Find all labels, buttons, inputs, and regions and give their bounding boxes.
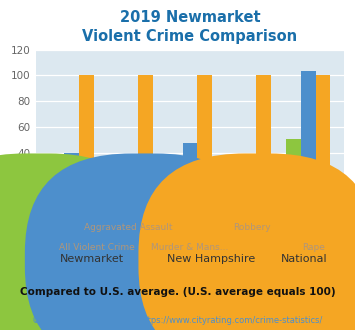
Text: All Violent Crime: All Violent Crime xyxy=(59,243,135,251)
Bar xyxy=(109,171,124,205)
Text: Aggravated Assault: Aggravated Assault xyxy=(84,223,173,232)
Bar xyxy=(79,75,94,205)
Title: 2019 Newmarket
Violent Crime Comparison: 2019 Newmarket Violent Crime Comparison xyxy=(82,10,297,44)
Text: Compared to U.S. average. (U.S. average equals 100): Compared to U.S. average. (U.S. average … xyxy=(20,287,335,297)
Text: Murder & Mans...: Murder & Mans... xyxy=(151,243,229,251)
Bar xyxy=(242,168,256,205)
Bar xyxy=(64,153,79,205)
Text: National: National xyxy=(280,254,327,264)
Bar xyxy=(138,75,153,205)
Text: New Hampshire: New Hampshire xyxy=(167,254,255,264)
Text: © 2025 CityRating.com - https://www.cityrating.com/crime-statistics/: © 2025 CityRating.com - https://www.city… xyxy=(32,315,323,325)
Bar xyxy=(286,139,301,205)
Text: Newmarket: Newmarket xyxy=(60,254,125,264)
Bar xyxy=(301,72,316,205)
Bar xyxy=(256,75,271,205)
Text: Robbery: Robbery xyxy=(233,223,271,232)
Bar xyxy=(316,75,330,205)
Bar xyxy=(182,143,197,205)
Text: Rape: Rape xyxy=(302,243,325,251)
Bar xyxy=(124,162,138,205)
Bar xyxy=(197,75,212,205)
Bar xyxy=(50,175,64,205)
